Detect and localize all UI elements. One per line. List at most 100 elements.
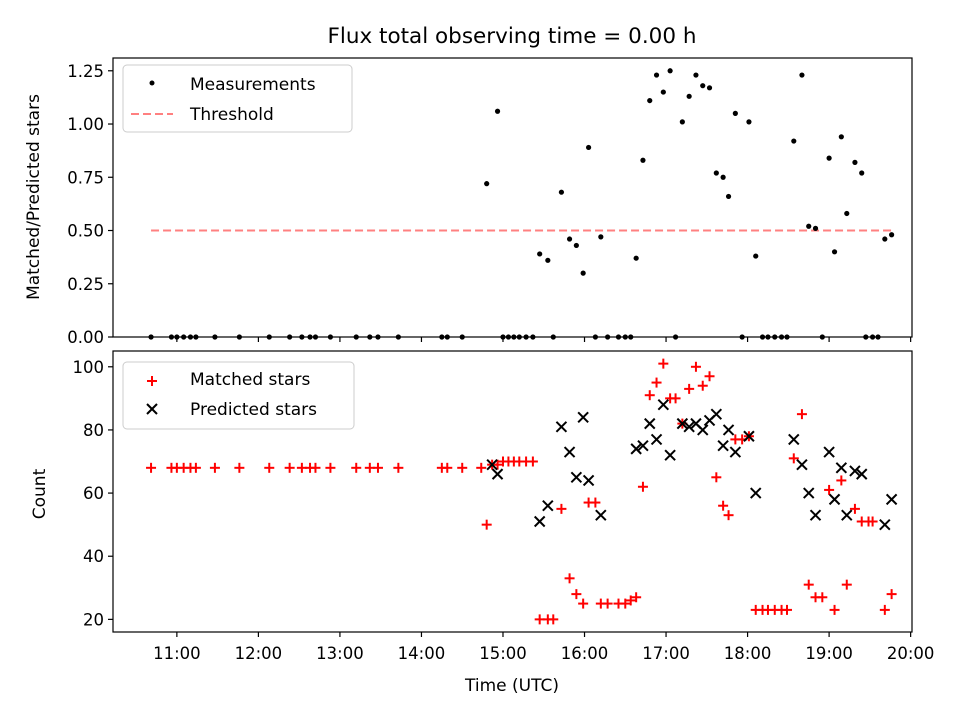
measurement-point (725, 193, 732, 200)
predicted-stars-point (630, 443, 642, 455)
matched-stars-point (651, 377, 662, 388)
matched-stars-point (658, 358, 669, 369)
measurement-point (819, 334, 825, 340)
measurement-point (720, 174, 726, 180)
measurement-point (799, 72, 805, 78)
measurement-point (633, 255, 639, 261)
matched-stars-point (190, 462, 201, 473)
predicted-stars-point (657, 398, 670, 411)
top-chart-title: Flux total observing time = 0.00 h (328, 24, 697, 49)
measurements-legend-marker (149, 80, 155, 86)
measurement-point (367, 334, 373, 340)
measurement-point (523, 334, 529, 340)
bottom-legend: Matched stars Predicted stars (122, 361, 355, 430)
measurement-point (700, 83, 706, 89)
matched-stars-point (146, 462, 157, 473)
matched-stars-point (481, 519, 492, 530)
measurement-point (863, 334, 869, 340)
measurement-point (439, 334, 445, 340)
x-tick-label: 11:00 (153, 644, 201, 663)
measurement-point (628, 334, 634, 340)
predicted-stars-legend-marker (146, 403, 158, 415)
predicted-stars-point (788, 433, 800, 446)
bottom-y-tick-label: 40 (83, 547, 104, 566)
measurement-point (732, 110, 738, 116)
bottom-y-axis-label: Count (30, 468, 50, 519)
measurement-point (212, 334, 218, 340)
measurement-point (193, 334, 199, 340)
measurement-point (500, 334, 506, 340)
x-tick-label: 18:00 (724, 644, 772, 663)
predicted-stars-point (697, 424, 709, 436)
predicted-stars-point (637, 440, 649, 452)
top-y-tick-label: 1.00 (67, 115, 104, 134)
measurement-point (545, 257, 551, 263)
x-tick-label: 16:00 (561, 644, 609, 663)
matched-stars-point (788, 453, 799, 464)
predicted-stars-point (644, 417, 656, 430)
predicted-stars-point (491, 468, 504, 480)
measurement-point (537, 251, 543, 257)
matched-stars-point (310, 462, 321, 473)
x-tick-label: 15:00 (479, 644, 527, 663)
predicted-stars-legend-label: Predicted stars (190, 400, 317, 420)
predicted-stars-point (664, 449, 676, 461)
matched-stars-legend-marker (147, 376, 157, 386)
measurement-point (550, 334, 556, 340)
measurement-point (844, 210, 850, 217)
measurement-point (484, 181, 490, 187)
x-tick-label: 17:00 (642, 644, 690, 663)
predicted-stars-point (722, 424, 735, 436)
predicted-stars-point (563, 446, 576, 458)
predicted-stars-point (542, 500, 554, 512)
measurement-point (187, 334, 194, 340)
measurement-point (647, 97, 653, 104)
predicted-stars-point (717, 440, 729, 452)
measurement-point (739, 334, 745, 340)
matched-stars-point (718, 500, 729, 511)
measurement-point (615, 334, 622, 340)
matched-stars-point (817, 592, 828, 603)
measurement-point (693, 72, 699, 78)
top-y-tick-label: 0.25 (67, 275, 104, 294)
measurement-point (287, 334, 293, 340)
matched-stars-point (492, 459, 503, 470)
top-legend: Measurements Threshold (122, 64, 353, 133)
bottom-legend-box (122, 361, 355, 430)
predicted-stars-point (750, 487, 762, 499)
matched-stars-point (670, 393, 681, 404)
matched-stars-point (620, 598, 631, 609)
measurement-point (660, 89, 666, 95)
measurement-point (375, 334, 381, 340)
predicted-stars-point (828, 493, 841, 506)
predicted-stars-point (577, 411, 589, 424)
measurement-point (573, 242, 579, 249)
matched-stars-point (637, 481, 648, 492)
matched-stars-point (697, 380, 708, 391)
threshold-legend-label: Threshold (189, 105, 274, 125)
measurement-point (806, 223, 812, 229)
matched-stars-point (824, 484, 835, 495)
predicted-stars-point (743, 430, 755, 442)
measurement-point (148, 334, 154, 340)
matched-stars-point (796, 409, 807, 420)
top-y-tick-label: 1.25 (67, 62, 104, 81)
predicted-stars-point (879, 518, 891, 531)
measurement-point (826, 155, 832, 161)
measurement-point (791, 138, 797, 144)
bottom-y-tick-label: 100 (73, 358, 105, 377)
measurement-point (831, 249, 838, 255)
matched-stars-point (836, 475, 847, 486)
bottom-y-tick-label: 20 (83, 610, 104, 629)
x-tick-label: 19:00 (805, 644, 853, 663)
measurement-point (640, 157, 646, 163)
matched-stars-point (829, 604, 840, 615)
measurement-point (812, 225, 819, 231)
predicted-stars-point (676, 417, 689, 430)
matched-stars-point (849, 503, 860, 514)
predicted-stars-point (823, 446, 835, 458)
measurement-point (505, 334, 512, 340)
measurement-point (667, 68, 673, 74)
measurement-point (459, 334, 465, 340)
matched-stars-point (711, 472, 722, 483)
